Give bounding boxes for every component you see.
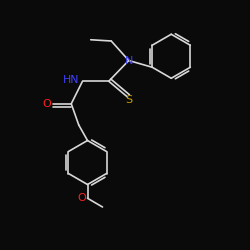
Text: O: O bbox=[42, 99, 51, 109]
Text: HN: HN bbox=[63, 75, 80, 85]
Text: O: O bbox=[78, 193, 86, 203]
Text: N: N bbox=[124, 56, 133, 66]
Text: S: S bbox=[125, 95, 132, 105]
